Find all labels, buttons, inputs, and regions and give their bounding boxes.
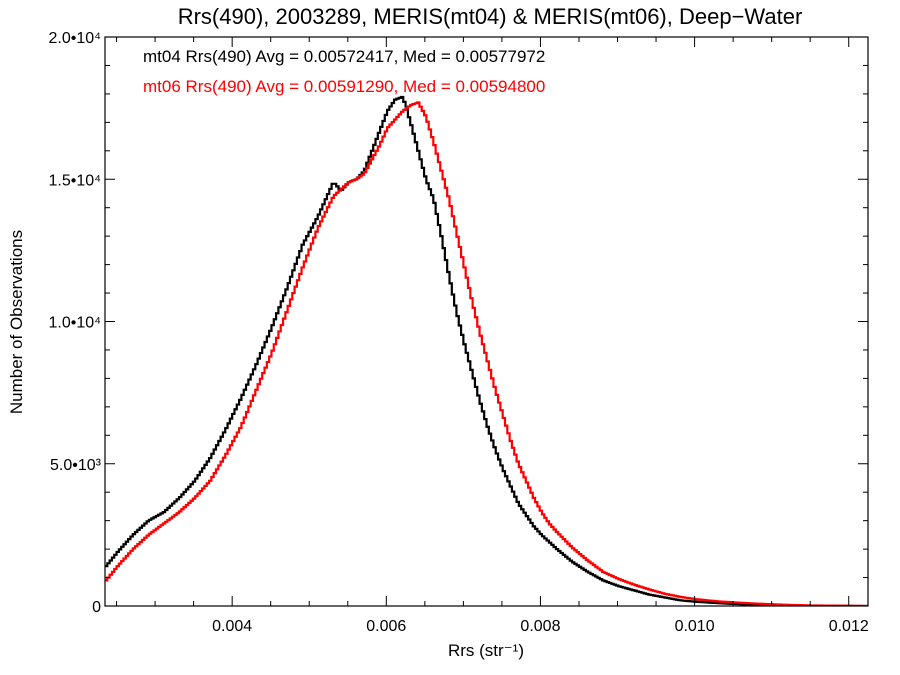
y-tick-label: 0 bbox=[92, 599, 101, 616]
legend-entry-1: mt04 Rrs(490) Avg = 0.00572417, Med = 0.… bbox=[143, 47, 545, 66]
legend: mt04 Rrs(490) Avg = 0.00572417, Med = 0.… bbox=[143, 47, 545, 96]
y-axis-label: Number of Observations bbox=[7, 230, 26, 414]
x-tick-label: 0.012 bbox=[829, 618, 869, 635]
x-axis-label: Rrs (str⁻¹) bbox=[448, 641, 524, 660]
series-line-1 bbox=[105, 95, 868, 606]
axis-ticks: 0.004 0.006 0.008 0.010 0.012 0 5.0•10³ 1.0•10⁴… bbox=[48, 30, 868, 635]
y-tick-label: 1.5•10⁴ bbox=[48, 172, 101, 189]
series-line-2 bbox=[105, 101, 868, 606]
x-tick-label: 0.004 bbox=[212, 618, 252, 635]
series-layer bbox=[105, 95, 868, 606]
y-tick-label: 1.0•10⁴ bbox=[48, 315, 101, 332]
legend-entry-2: mt06 Rrs(490) Avg = 0.00591290, Med = 0.… bbox=[143, 77, 545, 96]
x-tick-label: 0.008 bbox=[520, 618, 560, 635]
x-tick-label: 0.006 bbox=[366, 618, 406, 635]
chart-title: Rrs(490), 2003289, MERIS(mt04) & MERIS(m… bbox=[178, 4, 803, 29]
y-tick-label: 2.0•10⁴ bbox=[48, 30, 101, 47]
x-tick-label: 0.010 bbox=[675, 618, 715, 635]
y-tick-label: 5.0•10³ bbox=[50, 457, 102, 474]
